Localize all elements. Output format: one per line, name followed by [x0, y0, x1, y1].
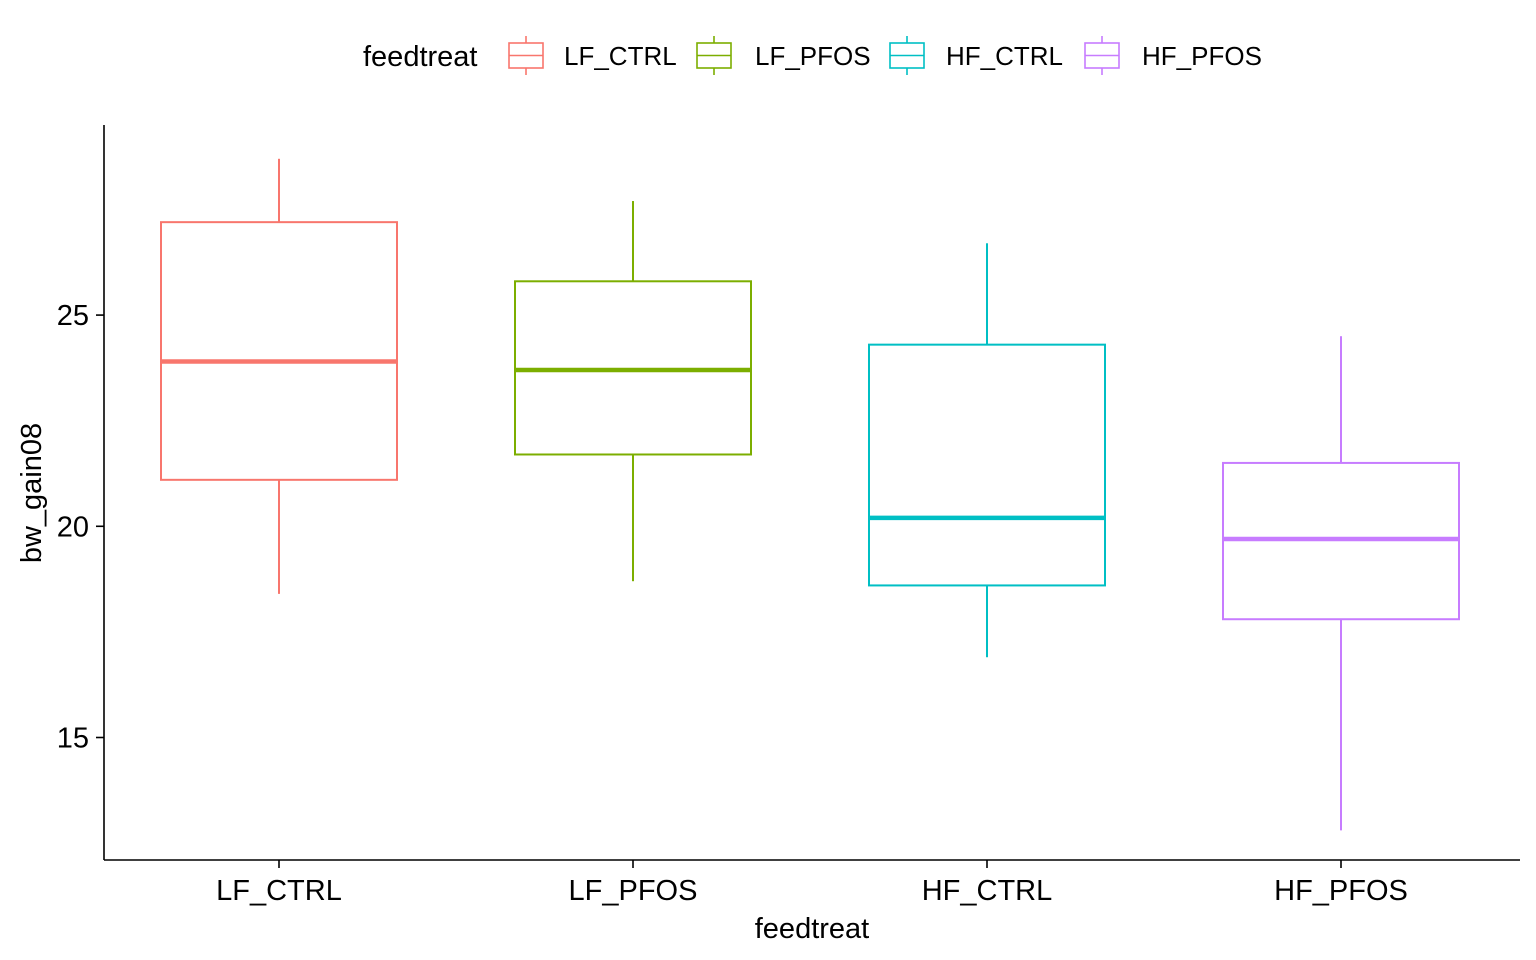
box-lf-pfos [514, 201, 752, 582]
iqr-box [160, 221, 398, 481]
box-hf-pfos [1222, 336, 1460, 831]
x-tick-label: HF_CTRL [922, 875, 1053, 907]
iqr-box [868, 343, 1106, 587]
x-tick-label: LF_PFOS [569, 875, 698, 907]
legend-label: HF_PFOS [1142, 41, 1262, 71]
plot-area [160, 158, 1460, 831]
y-tick-label: 20 [57, 511, 89, 543]
legend-item-lf-pfos: LF_PFOS [696, 36, 871, 75]
legend-label: LF_CTRL [564, 41, 677, 71]
y-axis: 15 20 25 [57, 300, 104, 755]
box-lf-ctrl [160, 158, 398, 594]
legend-item-hf-ctrl: HF_CTRL [889, 36, 1063, 75]
x-tick-label: LF_CTRL [216, 875, 342, 907]
x-axis: LF_CTRL LF_PFOS HF_CTRL HF_PFOS [216, 860, 1408, 907]
x-axis-title: feedtreat [755, 913, 869, 945]
legend-item-lf-ctrl: LF_CTRL [508, 36, 677, 75]
legend: feedtreat LF_CTRL LF_PFOS HF_CTRL HF_PFOS [363, 36, 1262, 75]
box-hf-ctrl [868, 243, 1106, 658]
legend-title: feedtreat [363, 41, 477, 73]
y-tick-label: 15 [57, 723, 89, 755]
legend-label: LF_PFOS [755, 41, 871, 71]
legend-label: HF_CTRL [946, 41, 1063, 71]
y-tick-label: 25 [57, 300, 89, 332]
y-axis-title: bw_gain08 [16, 423, 48, 563]
x-tick-label: HF_PFOS [1274, 875, 1408, 907]
legend-item-hf-pfos: HF_PFOS [1084, 36, 1262, 75]
